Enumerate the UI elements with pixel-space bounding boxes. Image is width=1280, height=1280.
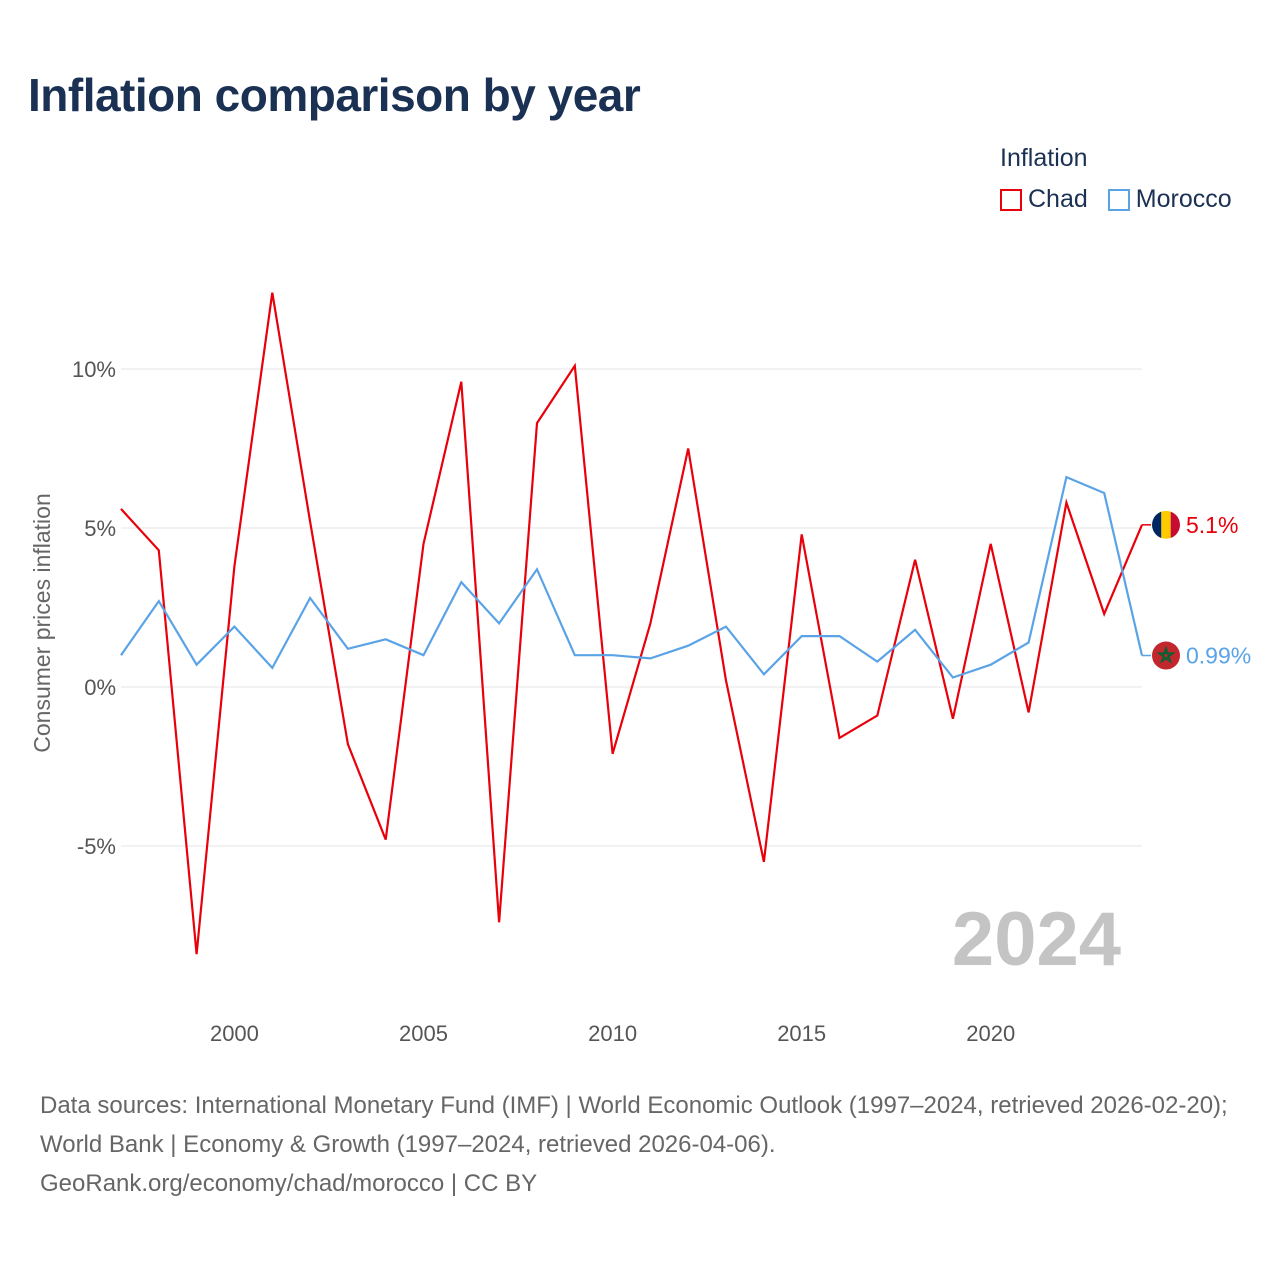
current-year-watermark: 2024 bbox=[952, 897, 1121, 982]
legend-item-chad[interactable]: Chad bbox=[1000, 185, 1088, 214]
end-label-morocco: 0.99% bbox=[1186, 643, 1251, 669]
legend-swatch-morocco bbox=[1107, 188, 1130, 211]
series-line-morocco[interactable] bbox=[120, 475, 1144, 679]
end-label-chad: 5.1% bbox=[1186, 512, 1238, 538]
chad-flag-icon bbox=[1152, 510, 1180, 539]
legend-swatch-chad bbox=[1000, 188, 1022, 211]
legend-title: Inflation bbox=[1000, 144, 1088, 172]
line-chart: -5% 0% 5% 10% 2000 2005 2010 2015 2020 2024 5.1%… bbox=[29, 292, 1251, 1046]
data-sources-text: Data sources: International Monetary Fun… bbox=[40, 1092, 1228, 1158]
y-tick-label: 5% bbox=[84, 516, 116, 541]
x-tick-label: 2020 bbox=[966, 1021, 1015, 1046]
y-axis-title: Consumer prices inflation bbox=[29, 493, 55, 753]
legend: Inflation Chad Morocco bbox=[1000, 144, 1232, 214]
series-lines bbox=[120, 292, 1144, 955]
gridlines bbox=[121, 368, 1142, 847]
x-tick-label: 2015 bbox=[777, 1021, 826, 1046]
y-tick-label: 0% bbox=[84, 675, 116, 700]
data-sources-note: Data sources: International Monetary Fun… bbox=[40, 1086, 1250, 1203]
series-end-labels: 5.1% 0.99% bbox=[1142, 510, 1251, 670]
chart-title: Inflation comparison by year bbox=[28, 69, 641, 121]
legend-label-morocco: Morocco bbox=[1135, 185, 1232, 213]
y-tick-label: -5% bbox=[77, 834, 116, 859]
legend-label-chad: Chad bbox=[1028, 185, 1088, 213]
x-tick-label: 2010 bbox=[588, 1021, 637, 1046]
source-link[interactable]: GeoRank.org/economy/chad/morocco | CC BY bbox=[40, 1170, 538, 1197]
axes: -5% 0% 5% 10% 2000 2005 2010 2015 2020 bbox=[72, 357, 1015, 1046]
series-line-chad[interactable] bbox=[120, 292, 1144, 955]
x-tick-label: 2000 bbox=[210, 1021, 259, 1046]
morocco-flag-icon bbox=[1152, 641, 1180, 670]
legend-item-morocco[interactable]: Morocco bbox=[1107, 185, 1232, 214]
x-tick-label: 2005 bbox=[399, 1021, 448, 1046]
y-tick-label: 10% bbox=[72, 357, 116, 382]
